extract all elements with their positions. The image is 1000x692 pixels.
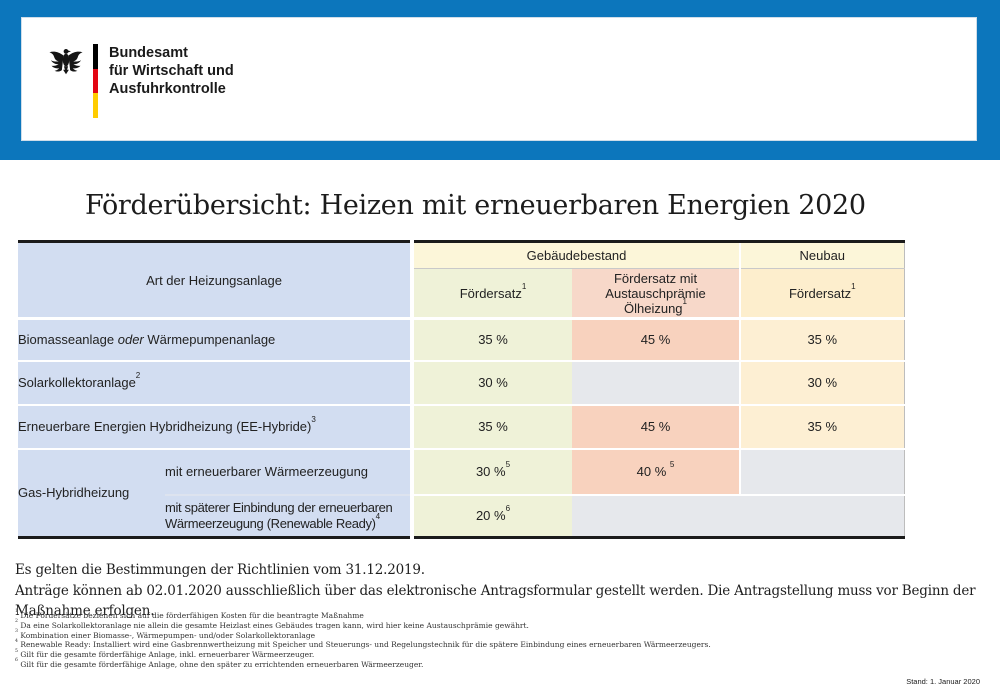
version-date: Stand: 1. Januar 2020: [906, 677, 980, 686]
bafa-logo: Bundesamt für Wirtschaft und Ausfuhrkont…: [48, 44, 234, 119]
footnote-4: 4 Renewable Ready: Installiert wird eine…: [15, 638, 711, 650]
subheader-foerdersatz-bestand: Fördersatz1: [412, 268, 573, 319]
cell-ee-hybride-bestand: 35 %: [412, 403, 573, 449]
cell-biomasse-austausch: 45 %: [572, 317, 742, 361]
cell-biomasse-neubau: 35 %: [740, 317, 905, 361]
cell-solar-neubau: 30 %: [740, 359, 905, 405]
cell-gas-renewable-bestand: 20 %6: [412, 493, 573, 538]
row-label-solar: Solarkollektoranlage2: [18, 359, 415, 405]
footnotes-block: 1 Die Fördersätze beziehen sich auf die …: [15, 609, 711, 670]
cell-gas-erneuerbar-bestand: 30 %5: [412, 447, 573, 495]
page-title: Förderübersicht: Heizen mit erneuerbaren…: [85, 190, 866, 221]
row-label-gas-hybrid: Gas-Hybridheizung: [18, 447, 165, 538]
cell-ee-hybride-neubau: 35 %: [740, 403, 905, 449]
table-row: Biomasseanlage oder Wärmepumpenanlage 35…: [18, 317, 905, 361]
cell-ee-hybride-austausch: 45 %: [572, 403, 742, 449]
agency-line-1: Bundesamt: [109, 45, 188, 61]
subheader-austauschpraemie: Fördersatz mit Austauschprämie Ölheizung1: [572, 268, 742, 319]
row-label-gas-renewable-ready: mit späterer Einbindung der erneuerbaren…: [165, 493, 415, 538]
flag-bar-icon: [93, 44, 98, 119]
column-header-heizungsanlage: Art der Heizungsanlage: [18, 241, 415, 319]
cell-gas-renewable-empty: [572, 493, 905, 538]
cell-solar-austausch: [572, 359, 742, 405]
footnote-6: 6 Gilt für die gesamte förderfähige Anla…: [15, 658, 424, 669]
logo-box: Bundesamt für Wirtschaft und Ausfuhrkont…: [21, 17, 977, 141]
funding-table: Art der Heizungsanlage Gebäudebestand Ne…: [18, 240, 905, 539]
footnote-5: 5 Gilt für die gesamte förderfähige Anla…: [15, 648, 315, 660]
subheader-foerdersatz-neubau: Fördersatz1: [740, 268, 905, 319]
footnote-3: 3 Kombination einer Biomasse-, Wärmepump…: [15, 629, 316, 640]
cell-gas-erneuerbar-neubau: [740, 447, 905, 495]
cell-solar-bestand: 30 %: [412, 359, 573, 405]
group-header-gebaeudebestand: Gebäudebestand: [412, 241, 742, 269]
footnote-1: 1 Die Fördersätze beziehen sich auf die …: [15, 609, 364, 620]
table-row: Gas-Hybridheizung mit erneuerbarer Wärme…: [18, 447, 905, 538]
row-label-ee-hybride: Erneuerbare Energien Hybridheizung (EE-H…: [18, 403, 415, 449]
row-label-biomasse: Biomasseanlage oder Wärmepumpenanlage: [18, 317, 415, 361]
agency-name: Bundesamt für Wirtschaft und Ausfuhrkont…: [109, 44, 234, 98]
agency-line-2: für Wirtschaft und: [109, 63, 234, 79]
header-band: Bundesamt für Wirtschaft und Ausfuhrkont…: [0, 0, 1000, 160]
table-row: mit späterer Einbindung der erneuerbaren…: [18, 493, 905, 538]
cell-gas-erneuerbar-austausch: 40 % 5: [572, 447, 742, 495]
footnote-2: 2 Da eine Solarkollektoranlage nie allei…: [15, 619, 529, 630]
note-richtlinien: Es gelten die Bestimmungen der Richtlini…: [15, 562, 425, 578]
table-row: Erneuerbare Energien Hybridheizung (EE-H…: [18, 403, 905, 449]
table-row: Solarkollektoranlage2 30 % 30 %: [18, 359, 905, 405]
agency-line-3: Ausfuhrkontrolle: [109, 81, 226, 97]
notes-block: Es gelten die Bestimmungen der Richtlini…: [15, 560, 1000, 622]
row-label-gas-erneuerbar: mit erneuerbarer Wärmeerzeugung: [165, 447, 415, 495]
group-header-neubau: Neubau: [740, 241, 905, 269]
note-antrag: Anträge können ab 02.01.2020 ausschließl…: [15, 582, 976, 620]
cell-biomasse-bestand: 35 %: [412, 317, 573, 361]
federal-eagle-icon: [49, 49, 83, 75]
